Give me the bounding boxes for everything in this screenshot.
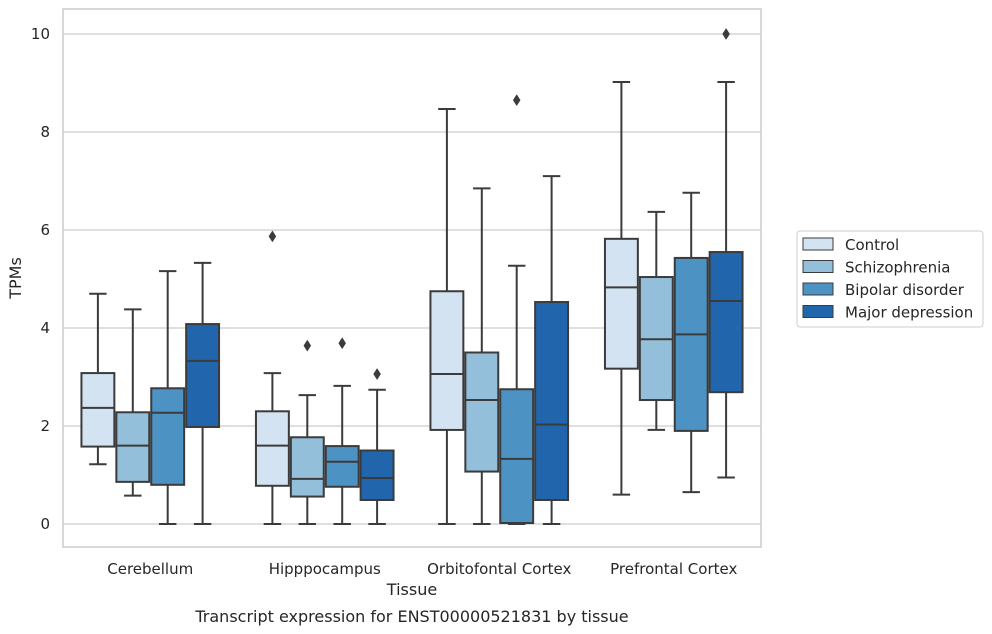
legend-swatch [802, 282, 834, 296]
iqr-box [254, 410, 290, 487]
iqr-box [324, 445, 360, 488]
y-tick-label: 10 [31, 25, 50, 43]
box-bipolar-disorder [150, 270, 186, 525]
y-tick-label: 4 [40, 319, 50, 337]
outlier-point [338, 337, 346, 350]
x-tick-label: Cerebellum [107, 560, 193, 578]
box-major-depression [534, 175, 570, 525]
iqr-box [289, 436, 325, 498]
outlier-point [512, 94, 521, 107]
box-schizophrenia [638, 210, 674, 431]
iqr-box [499, 388, 535, 525]
legend-label: Control [845, 236, 899, 254]
iqr-box [359, 449, 395, 501]
x-tick-label: Orbitofontal Cortex [427, 560, 571, 578]
iqr-box [603, 237, 639, 370]
iqr-box [429, 290, 465, 431]
legend-label: Bipolar disorder [845, 281, 965, 299]
box-control [80, 292, 116, 466]
box-major-depression [359, 368, 395, 525]
iqr-box [185, 323, 221, 428]
iqr-box [150, 387, 186, 486]
box-major-depression [708, 28, 744, 479]
y-tick-label: 0 [40, 515, 50, 533]
box-series [80, 28, 744, 525]
iqr-box [673, 256, 709, 432]
y-tick-labels: 0 2 4 6 8 10 [31, 25, 50, 533]
y-tick-label: 2 [40, 417, 50, 435]
box-control [254, 230, 290, 525]
box-bipolar-disorder [673, 191, 709, 494]
legend-label: Major depression [845, 304, 973, 322]
x-tick-label: Prefrontal Cortex [610, 560, 737, 578]
iqr-box [115, 411, 151, 483]
y-axis-label: TPMs [6, 257, 25, 300]
x-tick-labels: Cerebellum Hipppocampus Orbitofontal Corte… [107, 560, 737, 578]
legend-swatch [802, 237, 834, 251]
x-axis-label: Tissue [386, 580, 437, 599]
legend-swatch [802, 305, 834, 318]
box-control [603, 81, 639, 496]
plot-frame [62, 8, 762, 548]
outlier-point [268, 230, 277, 243]
legend-label: Schizophrenia [845, 259, 950, 277]
outlier-point [373, 368, 381, 381]
legend-swatch [802, 260, 834, 273]
box-bipolar-disorder [324, 337, 360, 525]
iqr-box [708, 251, 744, 394]
y-tick-label: 6 [40, 221, 50, 239]
iqr-box [534, 301, 570, 501]
x-tick-label: Hipppocampus [269, 560, 381, 578]
y-tick-label: 8 [40, 123, 50, 141]
box-major-depression [185, 261, 221, 525]
box-schizophrenia [289, 339, 325, 525]
box-bipolar-disorder [499, 94, 535, 525]
chart-title: Transcript expression for ENST0000052183… [194, 607, 628, 626]
iqr-box [464, 351, 500, 473]
iqr-box [80, 372, 116, 448]
box-schizophrenia [464, 187, 500, 525]
box-schizophrenia [115, 308, 151, 497]
outlier-point [303, 339, 312, 352]
legend: Control Schizophrenia Bipolar disorder Majo… [796, 230, 984, 328]
outlier-point [722, 28, 730, 40]
box-control [429, 107, 465, 525]
legend-frame [796, 230, 984, 328]
